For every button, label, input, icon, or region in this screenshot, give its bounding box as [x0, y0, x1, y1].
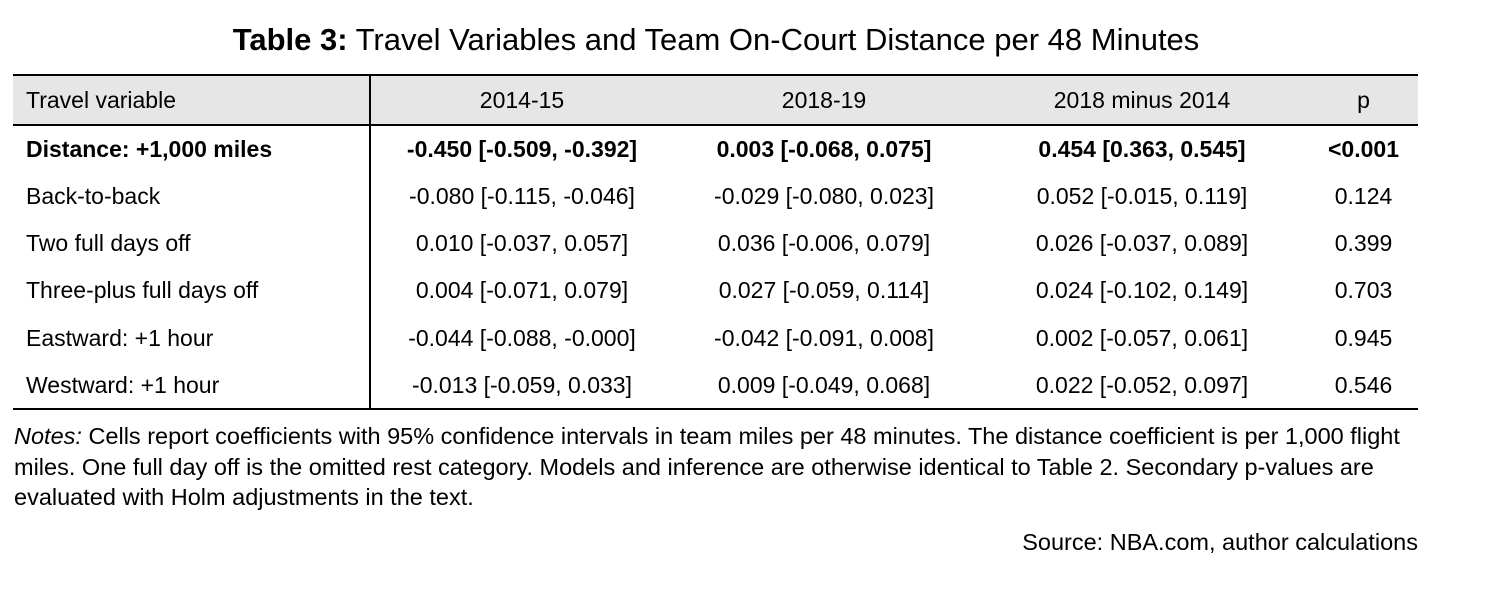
- row-label: Three-plus full days off: [13, 267, 371, 315]
- cell-difference: 0.026 [-0.037, 0.089]: [1035, 229, 1249, 256]
- cell-2018-19: 0.003 [-0.068, 0.075]: [716, 135, 932, 162]
- table-row: Three-plus full days off 0.004 [-0.071, …: [13, 267, 1418, 315]
- row-label: Two full days off: [13, 219, 371, 268]
- cell-p-value: 0.546: [1309, 361, 1418, 411]
- cell-p-value: 0.703: [1334, 277, 1393, 304]
- notes-label: Notes:: [14, 423, 82, 449]
- cell-2014-15: 0.004 [-0.071, 0.079]: [415, 277, 629, 304]
- row-label: Back-to-back: [13, 172, 371, 220]
- table-row: Westward: +1 hour -0.013 [-0.059, 0.033]…: [13, 361, 1418, 411]
- table-title-label: Table 3:: [232, 22, 348, 57]
- row-label: Distance: +1,000 miles: [13, 125, 371, 173]
- header-travel-variable: Travel variable: [13, 74, 371, 126]
- cell-difference: 0.002 [-0.057, 0.061]: [1035, 324, 1249, 351]
- source-line: Source: NBA.com, author calculations: [1022, 529, 1418, 555]
- header-difference: 2018 minus 2014: [975, 74, 1309, 126]
- cell-difference: 0.052 [-0.015, 0.119]: [1036, 182, 1248, 209]
- table-notes: Notes: Cells report coefficients with 95…: [14, 421, 1424, 513]
- cell-2014-15: -0.044 [-0.088, -0.000]: [408, 324, 636, 351]
- cell-difference: 0.022 [-0.052, 0.097]: [975, 361, 1309, 411]
- table-header-row: Travel variable 2014-15 2018-19 2018 min…: [13, 74, 1418, 126]
- cell-p-value: 0.124: [1334, 182, 1393, 209]
- cell-difference: 0.454 [0.363, 0.545]: [1038, 135, 1246, 162]
- table-title: Table 3: Travel Variables and Team On-Co…: [0, 20, 1432, 60]
- header-2014-15: 2014-15: [370, 74, 673, 126]
- header-2018-19: 2018-19: [673, 74, 975, 126]
- cell-2018-19: 0.027 [-0.059, 0.114]: [718, 277, 930, 304]
- cell-2018-19: 0.009 [-0.049, 0.068]: [673, 361, 975, 411]
- cell-2014-15: -0.450 [-0.509, -0.392]: [406, 135, 638, 162]
- results-table: Travel variable 2014-15 2018-19 2018 min…: [13, 74, 1418, 411]
- row-label: Eastward: +1 hour: [13, 314, 371, 362]
- cell-2014-15: -0.013 [-0.059, 0.033]: [370, 361, 673, 411]
- cell-difference: 0.024 [-0.102, 0.149]: [1035, 277, 1249, 304]
- cell-p-value: 0.945: [1334, 324, 1393, 351]
- cell-2018-19: 0.036 [-0.006, 0.079]: [717, 229, 931, 256]
- row-label: Westward: +1 hour: [13, 361, 371, 411]
- header-p-value: p: [1309, 74, 1418, 126]
- table-title-text: Travel Variables and Team On-Court Dista…: [355, 22, 1200, 57]
- cell-2014-15: -0.080 [-0.115, -0.046]: [409, 182, 635, 209]
- cell-2018-19: -0.042 [-0.091, 0.008]: [714, 324, 934, 351]
- table-row: Back-to-back -0.080 [-0.115, -0.046] -0.…: [13, 172, 1418, 220]
- cell-2018-19: -0.029 [-0.080, 0.023]: [714, 182, 934, 209]
- notes-text: Cells report coefficients with 95% confi…: [14, 423, 1400, 510]
- cell-p-value: 0.399: [1334, 229, 1393, 256]
- table-row: Distance: +1,000 miles -0.450 [-0.509, -…: [13, 125, 1418, 173]
- table-row: Two full days off 0.010 [-0.037, 0.057] …: [13, 219, 1418, 268]
- table-row: Eastward: +1 hour -0.044 [-0.088, -0.000…: [13, 314, 1418, 362]
- cell-2014-15: 0.010 [-0.037, 0.057]: [415, 229, 629, 256]
- cell-p-value: <0.001: [1328, 135, 1399, 162]
